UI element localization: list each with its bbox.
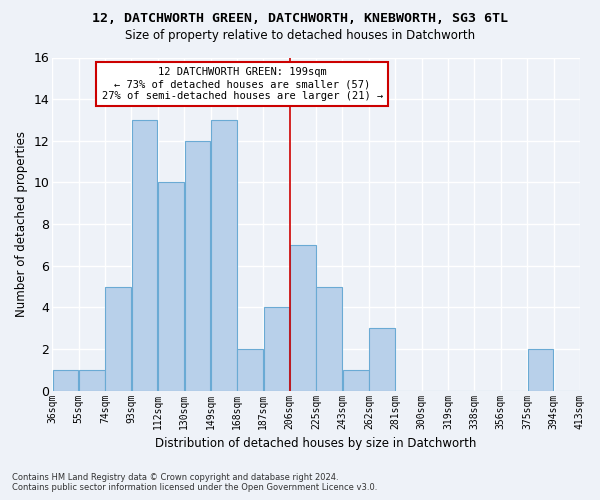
Y-axis label: Number of detached properties: Number of detached properties bbox=[15, 131, 28, 317]
Bar bbox=[53, 370, 78, 390]
Bar bbox=[185, 141, 210, 390]
Bar bbox=[211, 120, 236, 390]
Bar bbox=[237, 349, 263, 391]
Text: 12 DATCHWORTH GREEN: 199sqm
← 73% of detached houses are smaller (57)
27% of sem: 12 DATCHWORTH GREEN: 199sqm ← 73% of det… bbox=[101, 68, 383, 100]
Bar bbox=[316, 286, 342, 391]
Bar bbox=[369, 328, 395, 390]
Text: Contains HM Land Registry data © Crown copyright and database right 2024.
Contai: Contains HM Land Registry data © Crown c… bbox=[12, 473, 377, 492]
X-axis label: Distribution of detached houses by size in Datchworth: Distribution of detached houses by size … bbox=[155, 437, 477, 450]
Bar bbox=[263, 308, 289, 390]
Text: Size of property relative to detached houses in Datchworth: Size of property relative to detached ho… bbox=[125, 29, 475, 42]
Bar bbox=[106, 286, 131, 391]
Bar bbox=[132, 120, 157, 390]
Text: 12, DATCHWORTH GREEN, DATCHWORTH, KNEBWORTH, SG3 6TL: 12, DATCHWORTH GREEN, DATCHWORTH, KNEBWO… bbox=[92, 12, 508, 26]
Bar bbox=[343, 370, 368, 390]
Bar bbox=[158, 182, 184, 390]
Bar bbox=[79, 370, 104, 390]
Bar bbox=[290, 245, 316, 390]
Bar bbox=[527, 349, 553, 391]
